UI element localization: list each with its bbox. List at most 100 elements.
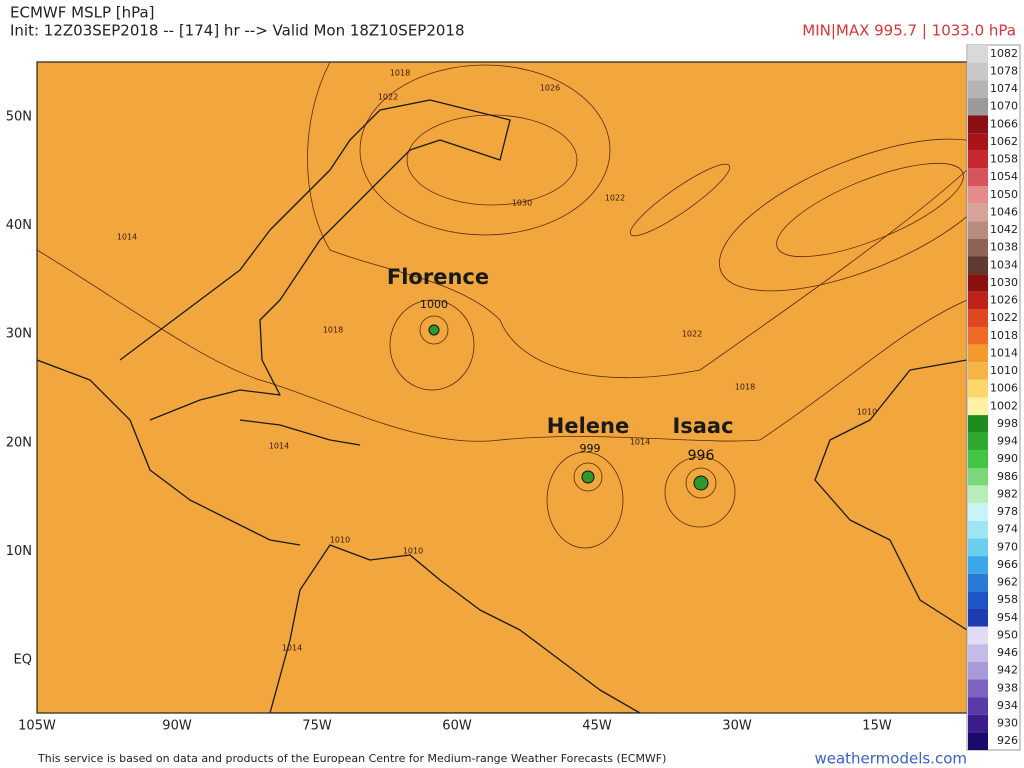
central-america [37, 359, 301, 546]
colorbar-label: 1082 [990, 47, 1018, 60]
color-swatch [968, 573, 988, 592]
colorbar-label: 1038 [990, 241, 1018, 254]
colorbar-label: 926 [997, 734, 1018, 747]
color-swatch [968, 450, 988, 468]
init-text: Init: 12Z03SEP2018 -- [174] hr --> Valid… [10, 22, 465, 40]
colorbar-label: 1074 [990, 82, 1018, 95]
color-swatch [968, 274, 988, 292]
contour-label: 1018 [390, 69, 410, 78]
color-swatch [968, 397, 988, 416]
low-center [693, 475, 709, 491]
colorbar-label: 1046 [990, 205, 1018, 218]
south-america [269, 544, 641, 713]
min-max: MIN|MAX 995.7 | 1033.0 hPa [802, 22, 1016, 40]
low-1010 [664, 456, 736, 528]
storm-name: Helene [547, 414, 629, 438]
color-swatch [968, 168, 988, 186]
storm-name: Florence [387, 265, 489, 289]
colorbar-label: 970 [997, 540, 1018, 553]
color-swatch [968, 626, 988, 645]
color-swatch [968, 732, 988, 750]
color-swatch [968, 221, 988, 239]
colorbar-label: 950 [997, 628, 1018, 641]
site: weathermodels.com [814, 750, 967, 768]
colorbar-label: 1026 [990, 294, 1018, 307]
colorbar-label: 994 [997, 435, 1018, 448]
contour-label: 1010 [857, 408, 877, 417]
colorbar-label: 1066 [990, 117, 1018, 130]
contour-label: 1014 [117, 233, 137, 242]
colorbar: 1082 1078 1074 1070 1066 1062 1058 1054 1050 1046… [966, 44, 1021, 751]
contour-label: 1022 [682, 330, 702, 339]
color-swatch [968, 644, 988, 662]
color-swatch [968, 344, 988, 363]
color-swatch [968, 485, 988, 504]
lat-label: 40N [6, 218, 32, 233]
storm-pressure: 996 [688, 448, 715, 464]
colorbar-label: 962 [997, 576, 1018, 589]
region-1026 [359, 64, 611, 236]
colorbar-label: 954 [997, 611, 1018, 624]
color-swatch [968, 503, 988, 521]
color-swatch [968, 609, 988, 627]
colorbar-label: 1022 [990, 311, 1018, 324]
colorbar-label: 966 [997, 558, 1018, 571]
color-swatch [968, 362, 988, 380]
lat-label: 10N [6, 544, 32, 559]
lon-label: 15W [862, 719, 892, 734]
color-swatch [968, 238, 988, 257]
color-swatch [968, 256, 988, 275]
colorbar-label: 930 [997, 717, 1018, 730]
storm-name: Isaac [672, 414, 733, 438]
color-swatch [968, 661, 988, 680]
colorbar-label: 1030 [990, 276, 1018, 289]
color-swatch [968, 679, 988, 698]
colorbar-label: 1078 [990, 64, 1018, 77]
contour-label: 1022 [605, 194, 625, 203]
color-swatch [968, 45, 988, 63]
contour-label: 1018 [735, 383, 755, 392]
north-america [119, 99, 511, 421]
colorbar-label: 1018 [990, 329, 1018, 342]
color-swatch [968, 115, 988, 134]
contour-label: 1010 [403, 547, 423, 556]
region-1030 [776, 162, 964, 258]
low-1006 [419, 315, 449, 345]
colorbar-label: 1034 [990, 258, 1018, 271]
lat-label: 20N [6, 435, 32, 450]
lat-label: 30N [6, 327, 32, 342]
colorbar-label: 1006 [990, 382, 1018, 395]
colorbar-label: 982 [997, 487, 1018, 500]
low-center [581, 470, 595, 484]
low-1010 [389, 299, 475, 391]
colorbar-label: 978 [997, 505, 1018, 518]
contour-label: 1018 [323, 326, 343, 335]
contour-label: 1014 [282, 644, 302, 653]
colorbar-label: 986 [997, 470, 1018, 483]
low-1006 [573, 462, 603, 492]
color-swatch [968, 80, 988, 98]
low-1010 [546, 451, 624, 549]
isaac-low [664, 456, 736, 528]
color-swatch [968, 697, 988, 715]
colorbar-label: 974 [997, 523, 1018, 536]
base-field [37, 62, 967, 713]
color-swatch [968, 520, 988, 539]
color-swatch [968, 556, 988, 574]
color-swatch [968, 186, 988, 204]
contour-label: 1022 [378, 93, 398, 102]
color-swatch [968, 714, 988, 733]
florence-low [389, 299, 475, 391]
labels: 50N 40N 30N 20N 10N EQ 105W 90W 75W 60W 45W 30W 15W F… [6, 69, 892, 734]
contour-label: 1014 [630, 438, 650, 447]
region-1018 [37, 62, 967, 442]
color-swatch [968, 327, 988, 345]
colorbar-label: 1042 [990, 223, 1018, 236]
color-swatch [968, 415, 988, 433]
colorbar-label: 946 [997, 646, 1018, 659]
storm-pressure: 999 [580, 442, 601, 455]
colorbar-label: 1002 [990, 399, 1018, 412]
colorbar-label: 934 [997, 699, 1018, 712]
